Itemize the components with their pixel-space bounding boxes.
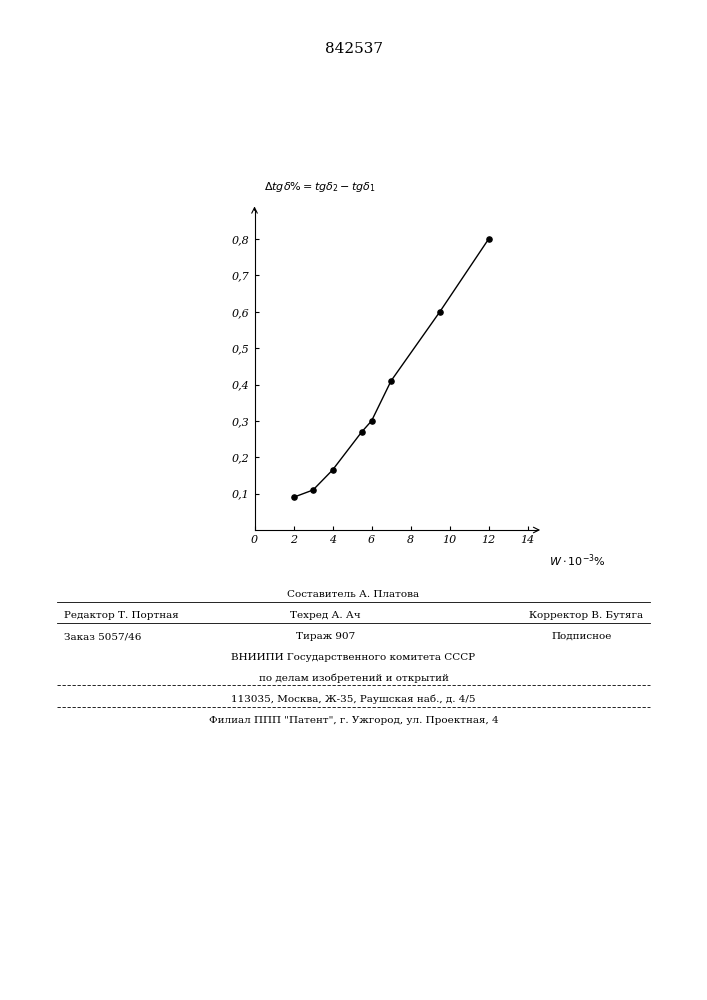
Text: Филиал ППП "Патент", г. Ужгород, ул. Проектная, 4: Филиал ППП "Патент", г. Ужгород, ул. Про… xyxy=(209,716,498,725)
Text: Тираж 907: Тираж 907 xyxy=(296,632,355,641)
Text: по делам изобретений и открытий: по делам изобретений и открытий xyxy=(259,674,448,683)
Text: Подписное: Подписное xyxy=(551,632,612,641)
Point xyxy=(327,462,338,478)
Point xyxy=(434,304,445,320)
Point xyxy=(308,482,319,498)
Text: ВНИИПИ Государственного комитета СССР: ВНИИПИ Государственного комитета СССР xyxy=(231,653,476,662)
Text: 113035, Москва, Ж-35, Раушская наб., д. 4/5: 113035, Москва, Ж-35, Раушская наб., д. … xyxy=(231,694,476,704)
Point xyxy=(385,373,397,389)
Point xyxy=(356,424,368,440)
Text: Редактор Т. Портная: Редактор Т. Портная xyxy=(64,611,178,620)
Point xyxy=(366,413,378,429)
Text: $\Delta tg\delta$$\%$$= tg\delta_2 - tg\delta_1$: $\Delta tg\delta$$\%$$= tg\delta_2 - tg\… xyxy=(264,180,376,194)
Text: Техред А. Ач: Техред А. Ач xyxy=(290,611,361,620)
Point xyxy=(483,231,494,247)
Text: $W \cdot 10^{-3}\%$: $W \cdot 10^{-3}\%$ xyxy=(549,553,605,569)
Text: Заказ 5057/46: Заказ 5057/46 xyxy=(64,632,141,641)
Point xyxy=(288,489,299,505)
Text: Составитель А. Платова: Составитель А. Платова xyxy=(288,590,419,599)
Text: 842537: 842537 xyxy=(325,42,382,56)
Text: Корректор В. Бутяга: Корректор В. Бутяга xyxy=(530,611,643,620)
